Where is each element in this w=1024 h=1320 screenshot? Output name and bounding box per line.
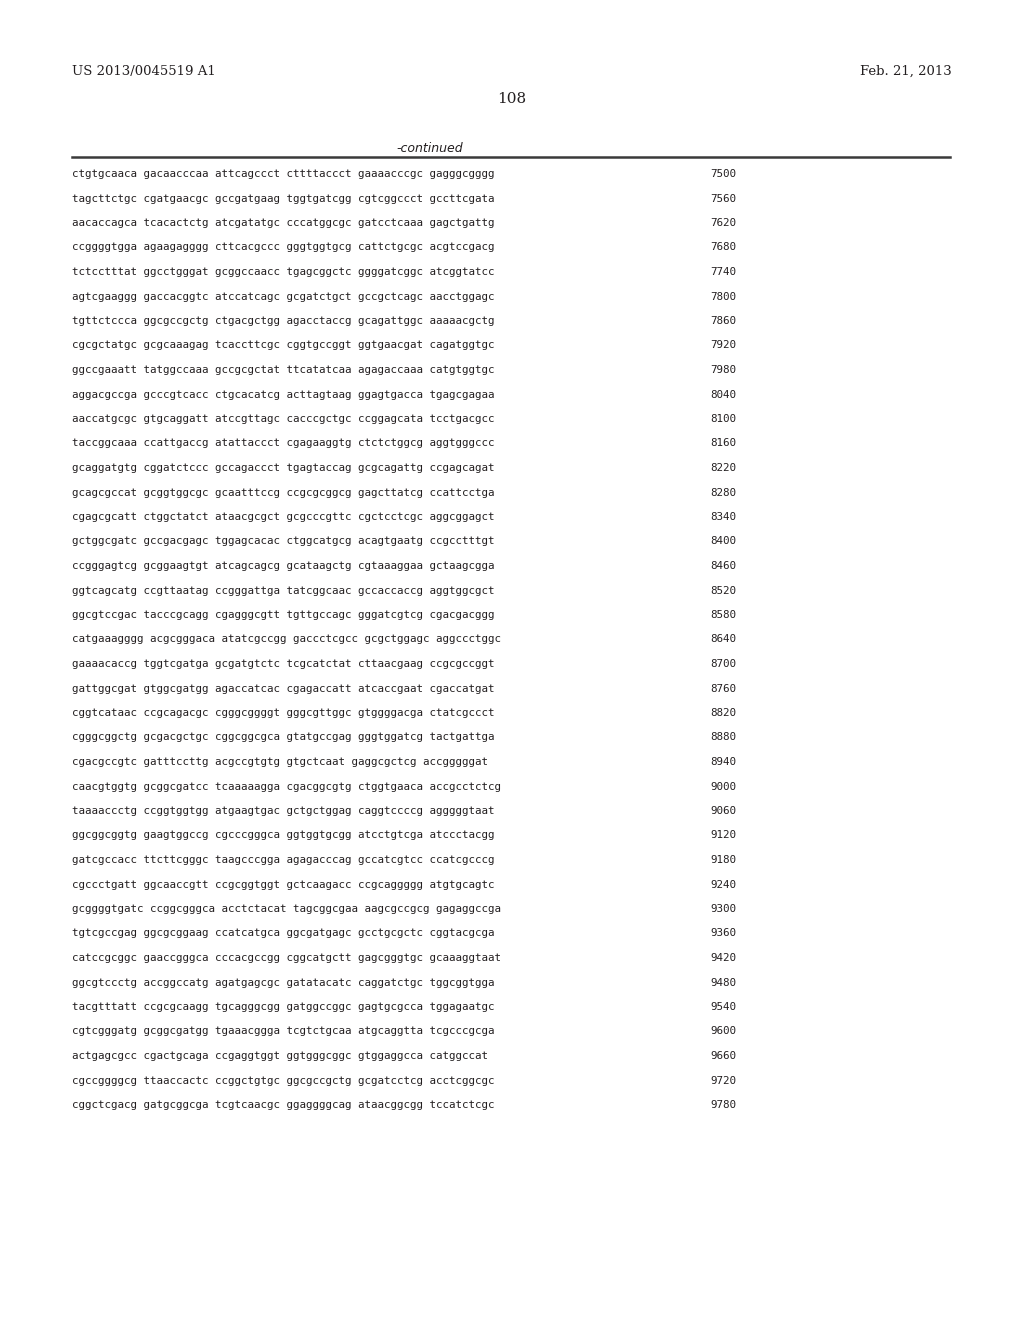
Text: 7500: 7500 [710, 169, 736, 180]
Text: actgagcgcc cgactgcaga ccgaggtggt ggtgggcggc gtggaggcca catggccat: actgagcgcc cgactgcaga ccgaggtggt ggtgggc… [72, 1051, 488, 1061]
Text: cgccctgatt ggcaaccgtt ccgcggtggt gctcaagacc ccgcaggggg atgtgcagtc: cgccctgatt ggcaaccgtt ccgcggtggt gctcaag… [72, 879, 495, 890]
Text: cgagcgcatt ctggctatct ataacgcgct gcgcccgttc cgctcctcgc aggcggagct: cgagcgcatt ctggctatct ataacgcgct gcgcccg… [72, 512, 495, 521]
Text: gctggcgatc gccgacgagc tggagcacac ctggcatgcg acagtgaatg ccgcctttgt: gctggcgatc gccgacgagc tggagcacac ctggcat… [72, 536, 495, 546]
Text: gattggcgat gtggcgatgg agaccatcac cgagaccatt atcaccgaat cgaccatgat: gattggcgat gtggcgatgg agaccatcac cgagacc… [72, 684, 495, 693]
Text: -continued: -continued [396, 143, 463, 154]
Text: cgcgctatgc gcgcaaagag tcaccttcgc cggtgccggt ggtgaacgat cagatggtgc: cgcgctatgc gcgcaaagag tcaccttcgc cggtgcc… [72, 341, 495, 351]
Text: ccgggagtcg gcggaagtgt atcagcagcg gcataagctg cgtaaaggaa gctaagcgga: ccgggagtcg gcggaagtgt atcagcagcg gcataag… [72, 561, 495, 572]
Text: 8940: 8940 [710, 756, 736, 767]
Text: gatcgccacc ttcttcgggc taagcccgga agagacccag gccatcgtcc ccatcgcccg: gatcgccacc ttcttcgggc taagcccgga agagacc… [72, 855, 495, 865]
Text: 8100: 8100 [710, 414, 736, 424]
Text: 8280: 8280 [710, 487, 736, 498]
Text: cggtcataac ccgcagacgc cgggcggggt gggcgttggc gtggggacga ctatcgccct: cggtcataac ccgcagacgc cgggcggggt gggcgtt… [72, 708, 495, 718]
Text: 7680: 7680 [710, 243, 736, 252]
Text: 8700: 8700 [710, 659, 736, 669]
Text: ggccgaaatt tatggccaaa gccgcgctat ttcatatcaa agagaccaaa catgtggtgc: ggccgaaatt tatggccaaa gccgcgctat ttcatat… [72, 366, 495, 375]
Text: 8400: 8400 [710, 536, 736, 546]
Text: cgtcgggatg gcggcgatgg tgaaacggga tcgtctgcaa atgcaggtta tcgcccgcga: cgtcgggatg gcggcgatgg tgaaacggga tcgtctg… [72, 1027, 495, 1036]
Text: gcaggatgtg cggatctccc gccagaccct tgagtaccag gcgcagattg ccgagcagat: gcaggatgtg cggatctccc gccagaccct tgagtac… [72, 463, 495, 473]
Text: ggcgtccgac tacccgcagg cgagggcgtt tgttgccagc gggatcgtcg cgacgacggg: ggcgtccgac tacccgcagg cgagggcgtt tgttgcc… [72, 610, 495, 620]
Text: caacgtggtg gcggcgatcc tcaaaaagga cgacggcgtg ctggtgaaca accgcctctcg: caacgtggtg gcggcgatcc tcaaaaagga cgacggc… [72, 781, 501, 792]
Text: 9240: 9240 [710, 879, 736, 890]
Text: ccggggtgga agaagagggg cttcacgccc gggtggtgcg cattctgcgc acgtccgacg: ccggggtgga agaagagggg cttcacgccc gggtggt… [72, 243, 495, 252]
Text: 9600: 9600 [710, 1027, 736, 1036]
Text: ggcgtccctg accggccatg agatgagcgc gatatacatc caggatctgc tggcggtgga: ggcgtccctg accggccatg agatgagcgc gatatac… [72, 978, 495, 987]
Text: tacgtttatt ccgcgcaagg tgcagggcgg gatggccggc gagtgcgcca tggagaatgc: tacgtttatt ccgcgcaagg tgcagggcgg gatggcc… [72, 1002, 495, 1012]
Text: 9540: 9540 [710, 1002, 736, 1012]
Text: 8040: 8040 [710, 389, 736, 400]
Text: aacaccagca tcacactctg atcgatatgc cccatggcgc gatcctcaaa gagctgattg: aacaccagca tcacactctg atcgatatgc cccatgg… [72, 218, 495, 228]
Text: 108: 108 [498, 92, 526, 106]
Text: 9720: 9720 [710, 1076, 736, 1085]
Text: 9360: 9360 [710, 928, 736, 939]
Text: 9780: 9780 [710, 1100, 736, 1110]
Text: 8820: 8820 [710, 708, 736, 718]
Text: ggcggcggtg gaagtggccg cgcccgggca ggtggtgcgg atcctgtcga atccctacgg: ggcggcggtg gaagtggccg cgcccgggca ggtggtg… [72, 830, 495, 841]
Text: 9060: 9060 [710, 807, 736, 816]
Text: taaaaccctg ccggtggtgg atgaagtgac gctgctggag caggtccccg agggggtaat: taaaaccctg ccggtggtgg atgaagtgac gctgctg… [72, 807, 495, 816]
Text: 8220: 8220 [710, 463, 736, 473]
Text: taccggcaaa ccattgaccg atattaccct cgagaaggtg ctctctggcg aggtgggccc: taccggcaaa ccattgaccg atattaccct cgagaag… [72, 438, 495, 449]
Text: 8640: 8640 [710, 635, 736, 644]
Text: 8760: 8760 [710, 684, 736, 693]
Text: 8160: 8160 [710, 438, 736, 449]
Text: 9300: 9300 [710, 904, 736, 913]
Text: 7620: 7620 [710, 218, 736, 228]
Text: 8580: 8580 [710, 610, 736, 620]
Text: 8520: 8520 [710, 586, 736, 595]
Text: 7740: 7740 [710, 267, 736, 277]
Text: 9420: 9420 [710, 953, 736, 964]
Text: cgggcggctg gcgacgctgc cggcggcgca gtatgccgag gggtggatcg tactgattga: cgggcggctg gcgacgctgc cggcggcgca gtatgcc… [72, 733, 495, 742]
Text: cgacgccgtc gatttccttg acgccgtgtg gtgctcaat gaggcgctcg accgggggat: cgacgccgtc gatttccttg acgccgtgtg gtgctca… [72, 756, 488, 767]
Text: cggctcgacg gatgcggcga tcgtcaacgc ggaggggcag ataacggcgg tccatctcgc: cggctcgacg gatgcggcga tcgtcaacgc ggagggg… [72, 1100, 495, 1110]
Text: 8880: 8880 [710, 733, 736, 742]
Text: ggtcagcatg ccgttaatag ccgggattga tatcggcaac gccaccaccg aggtggcgct: ggtcagcatg ccgttaatag ccgggattga tatcggc… [72, 586, 495, 595]
Text: gcggggtgatc ccggcgggca acctctacat tagcggcgaa aagcgccgcg gagaggccga: gcggggtgatc ccggcgggca acctctacat tagcgg… [72, 904, 501, 913]
Text: 9000: 9000 [710, 781, 736, 792]
Text: 9660: 9660 [710, 1051, 736, 1061]
Text: aggacgccga gcccgtcacc ctgcacatcg acttagtaag ggagtgacca tgagcgagaa: aggacgccga gcccgtcacc ctgcacatcg acttagt… [72, 389, 495, 400]
Text: tgttctccca ggcgccgctg ctgacgctgg agacctaccg gcagattggc aaaaacgctg: tgttctccca ggcgccgctg ctgacgctgg agaccta… [72, 315, 495, 326]
Text: 7920: 7920 [710, 341, 736, 351]
Text: tagcttctgc cgatgaacgc gccgatgaag tggtgatcgg cgtcggccct gccttcgata: tagcttctgc cgatgaacgc gccgatgaag tggtgat… [72, 194, 495, 203]
Text: 7980: 7980 [710, 366, 736, 375]
Text: cgccggggcg ttaaccactc ccggctgtgc ggcgccgctg gcgatcctcg acctcggcgc: cgccggggcg ttaaccactc ccggctgtgc ggcgccg… [72, 1076, 495, 1085]
Text: catccgcggc gaaccgggca cccacgccgg cggcatgctt gagcgggtgc gcaaaggtaat: catccgcggc gaaccgggca cccacgccgg cggcatg… [72, 953, 501, 964]
Text: Feb. 21, 2013: Feb. 21, 2013 [860, 65, 952, 78]
Text: 9480: 9480 [710, 978, 736, 987]
Text: 7860: 7860 [710, 315, 736, 326]
Text: 8340: 8340 [710, 512, 736, 521]
Text: gcagcgccat gcggtggcgc gcaatttccg ccgcgcggcg gagcttatcg ccattcctga: gcagcgccat gcggtggcgc gcaatttccg ccgcgcg… [72, 487, 495, 498]
Text: 9180: 9180 [710, 855, 736, 865]
Text: agtcgaaggg gaccacggtc atccatcagc gcgatctgct gccgctcagc aacctggagc: agtcgaaggg gaccacggtc atccatcagc gcgatct… [72, 292, 495, 301]
Text: US 2013/0045519 A1: US 2013/0045519 A1 [72, 65, 216, 78]
Text: tctcctttat ggcctgggat gcggccaacc tgagcggctc ggggatcggc atcggtatcc: tctcctttat ggcctgggat gcggccaacc tgagcgg… [72, 267, 495, 277]
Text: ctgtgcaaca gacaacccaa attcagccct cttttaccct gaaaacccgc gagggcgggg: ctgtgcaaca gacaacccaa attcagccct cttttac… [72, 169, 495, 180]
Text: 7800: 7800 [710, 292, 736, 301]
Text: 9120: 9120 [710, 830, 736, 841]
Text: tgtcgccgag ggcgcggaag ccatcatgca ggcgatgagc gcctgcgctc cggtacgcga: tgtcgccgag ggcgcggaag ccatcatgca ggcgatg… [72, 928, 495, 939]
Text: aaccatgcgc gtgcaggatt atccgttagc cacccgctgc ccggagcata tcctgacgcc: aaccatgcgc gtgcaggatt atccgttagc cacccgc… [72, 414, 495, 424]
Text: catgaaagggg acgcgggaca atatcgccgg gaccctcgcc gcgctggagc aggccctggc: catgaaagggg acgcgggaca atatcgccgg gaccct… [72, 635, 501, 644]
Text: gaaaacaccg tggtcgatga gcgatgtctc tcgcatctat cttaacgaag ccgcgccggt: gaaaacaccg tggtcgatga gcgatgtctc tcgcatc… [72, 659, 495, 669]
Text: 8460: 8460 [710, 561, 736, 572]
Text: 7560: 7560 [710, 194, 736, 203]
